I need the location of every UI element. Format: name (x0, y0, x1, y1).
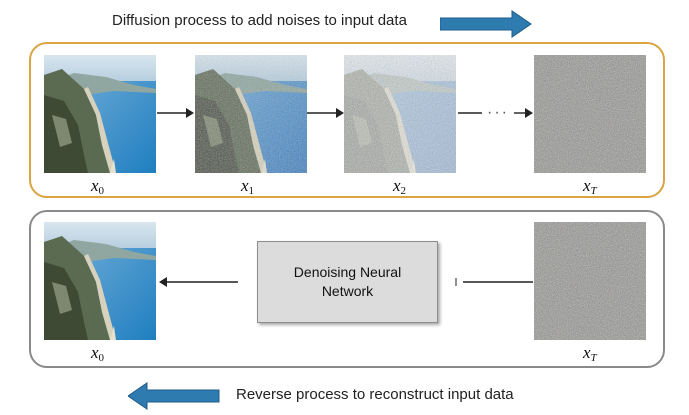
left-arrow-icon (455, 278, 533, 286)
right-arrow-icon (157, 108, 194, 118)
ellipsis: ··· (487, 104, 509, 121)
left-block-arrow-icon (128, 382, 220, 410)
image-x0-reconstructed (44, 222, 156, 340)
label-xT: xT (583, 176, 597, 197)
label-x0-reverse: x0 (91, 343, 105, 364)
image-x2-noisy (344, 55, 456, 173)
network-label-line2: Network (321, 283, 374, 299)
left-arrow-icon (159, 277, 238, 287)
image-x0-clean (44, 55, 156, 173)
right-arrow-icon (514, 108, 533, 118)
forward-process-panel (29, 42, 665, 198)
image-x1-noisy (195, 55, 307, 173)
label-x1: x1 (241, 176, 255, 197)
image-xT-input (534, 222, 646, 340)
reverse-process-panel (29, 210, 665, 368)
network-label-line1: Denoising Neural (293, 264, 402, 281)
label-x0: x0 (91, 176, 105, 197)
right-arrow-icon (307, 108, 344, 118)
bottom-caption: Reverse process to reconstruct input dat… (236, 386, 514, 403)
image-xT-noise (534, 55, 646, 173)
top-caption: Diffusion process to add noises to input… (112, 12, 407, 29)
label-xT-reverse: xT (583, 343, 597, 364)
denoising-network-box: Denoising Neural Network (257, 241, 438, 323)
right-arrow-icon (458, 112, 482, 114)
label-x2: x2 (393, 176, 407, 197)
right-block-arrow-icon (440, 10, 532, 38)
